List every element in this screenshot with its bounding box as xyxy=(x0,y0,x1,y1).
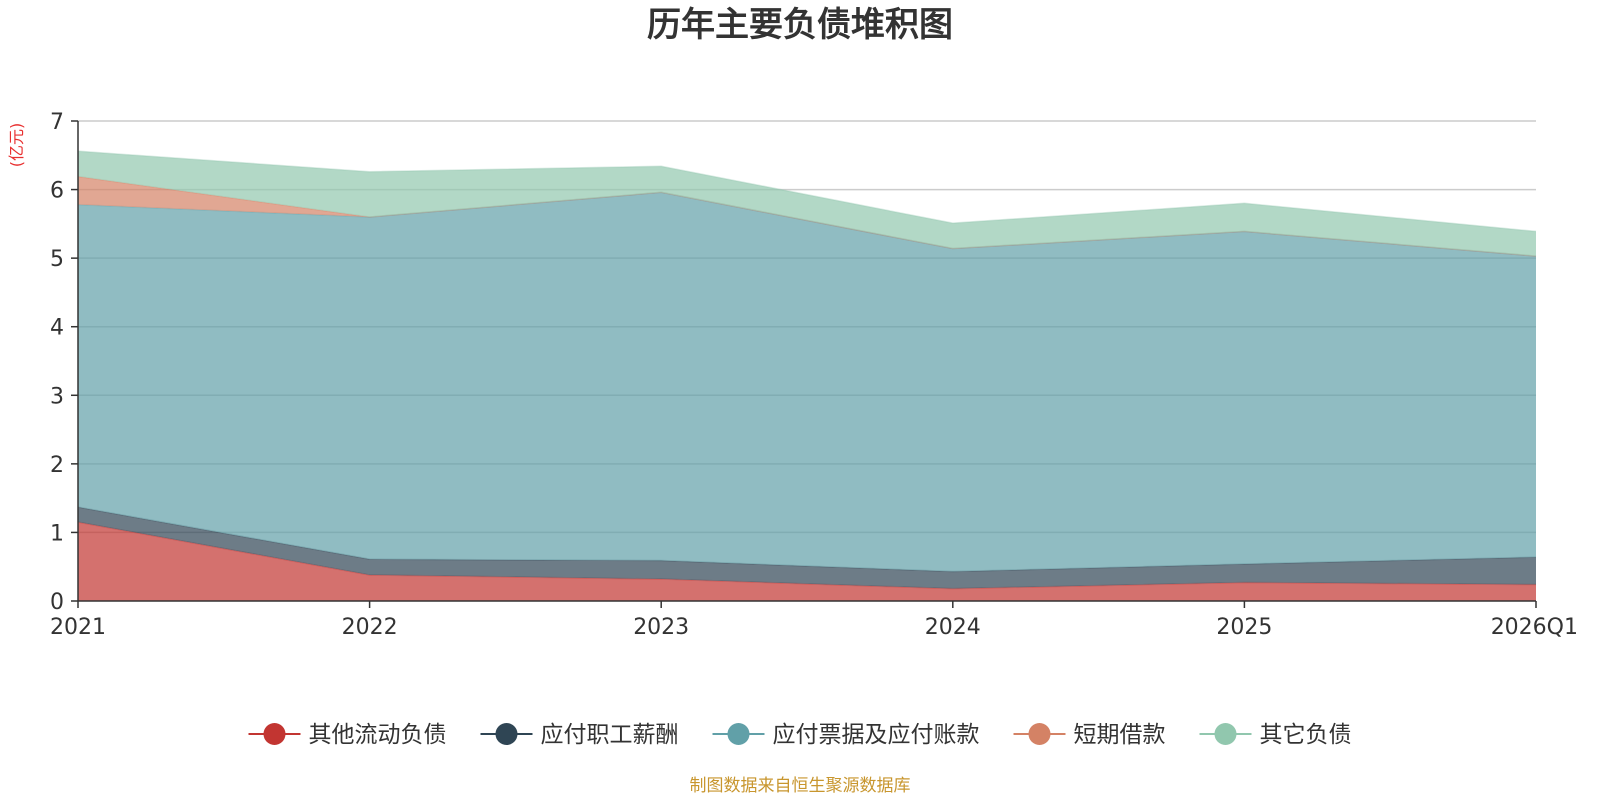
legend-label: 应付职工薪酬 xyxy=(541,722,679,748)
y-tick-label: 7 xyxy=(50,110,64,135)
x-tick-label: 2022 xyxy=(342,615,398,640)
legend-marker-dot xyxy=(1214,723,1237,745)
area-series-5[interactable] xyxy=(78,151,1536,257)
legend-item-4[interactable]: 短期借款 xyxy=(1013,722,1166,748)
legend: 其他流动负债 应付职工薪酬 应付票据及应付账款 短期借款 其它负债 xyxy=(248,722,1352,748)
legend-marker-dot xyxy=(1028,723,1051,745)
legend-item-3[interactable]: 应付票据及应付账款 xyxy=(712,722,980,748)
area-series-1[interactable] xyxy=(78,522,1536,601)
x-tick-label: 2024 xyxy=(925,615,981,640)
legend-marker-dot xyxy=(727,723,750,745)
legend-marker-dot xyxy=(495,723,518,745)
x-tick-label: 2025 xyxy=(1216,615,1272,640)
area-series-3[interactable] xyxy=(78,192,1536,572)
legend-label: 短期借款 xyxy=(1074,722,1166,748)
axes: 0 1 2 3 4 5 6 7 2021 2022 2023 2024 2025 2026Q1 xyxy=(50,110,1578,640)
legend-item-5[interactable]: 其它负债 xyxy=(1199,722,1352,748)
x-tick-label: 2023 xyxy=(633,615,689,640)
y-tick-label: 3 xyxy=(50,384,64,409)
y-tick-label: 4 xyxy=(50,316,64,341)
area-series-2[interactable] xyxy=(78,507,1536,589)
y-tick-label: 6 xyxy=(50,179,64,204)
chart-title: 历年主要负债堆积图 xyxy=(647,5,953,45)
legend-label: 其他流动负债 xyxy=(309,722,447,748)
area-series-5-edge xyxy=(77,150,1537,233)
x-tick-label: 2021 xyxy=(50,615,106,640)
y-axis-unit-label: (亿元) xyxy=(7,123,26,168)
x-tick-label: 2026Q1 xyxy=(1491,615,1578,640)
y-tick-label: 2 xyxy=(50,453,64,478)
legend-label: 其它负债 xyxy=(1260,722,1352,748)
legend-marker-dot xyxy=(263,723,286,745)
y-tick-label: 1 xyxy=(50,521,64,546)
legend-item-1[interactable]: 其他流动负债 xyxy=(248,722,447,748)
y-tick-label: 0 xyxy=(50,590,64,615)
area-series xyxy=(77,150,1537,601)
legend-item-2[interactable]: 应付职工薪酬 xyxy=(480,722,679,748)
source-note: 制图数据来自恒生聚源数据库 xyxy=(690,776,911,796)
y-tick-label: 5 xyxy=(50,247,64,272)
legend-label: 应付票据及应付账款 xyxy=(773,722,980,748)
